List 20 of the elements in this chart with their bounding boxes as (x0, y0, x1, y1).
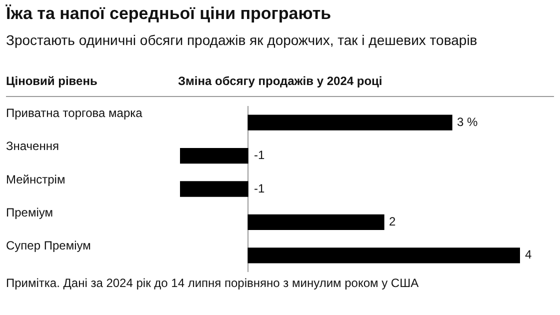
data-label: -1 (254, 181, 265, 196)
y-tick-label: Преміум (6, 206, 54, 220)
y-tick-label: Супер Преміум (6, 238, 91, 253)
chart-title: Їжа та напої середньої ціни програють (6, 4, 332, 24)
data-label: 4 (525, 248, 532, 262)
bar (248, 248, 520, 264)
bar (180, 181, 248, 197)
data-label: 2 (389, 214, 396, 229)
y-tick-label: Мейнстрім (6, 172, 66, 186)
text: Примітка. Дані за 2024 рік до 14 липня порівняно з минулим роком у США (6, 276, 419, 291)
x-axis-title: Зміна обсягу продажів у 2024 році (178, 74, 382, 88)
data-label: 3 % (457, 114, 478, 129)
data-label: -1 (254, 148, 265, 162)
y-tick-label: Приватна торгова марка (6, 106, 143, 120)
bar (248, 114, 452, 130)
bar (248, 214, 384, 230)
bar (180, 148, 248, 164)
y-axis-title: Ціновий рівень (6, 74, 98, 88)
y-tick-label: Значення (6, 139, 59, 154)
chart-subtitle: Зростають одиничні обсяги продажів як дорожчих, так і дешевих товарів (6, 32, 478, 48)
